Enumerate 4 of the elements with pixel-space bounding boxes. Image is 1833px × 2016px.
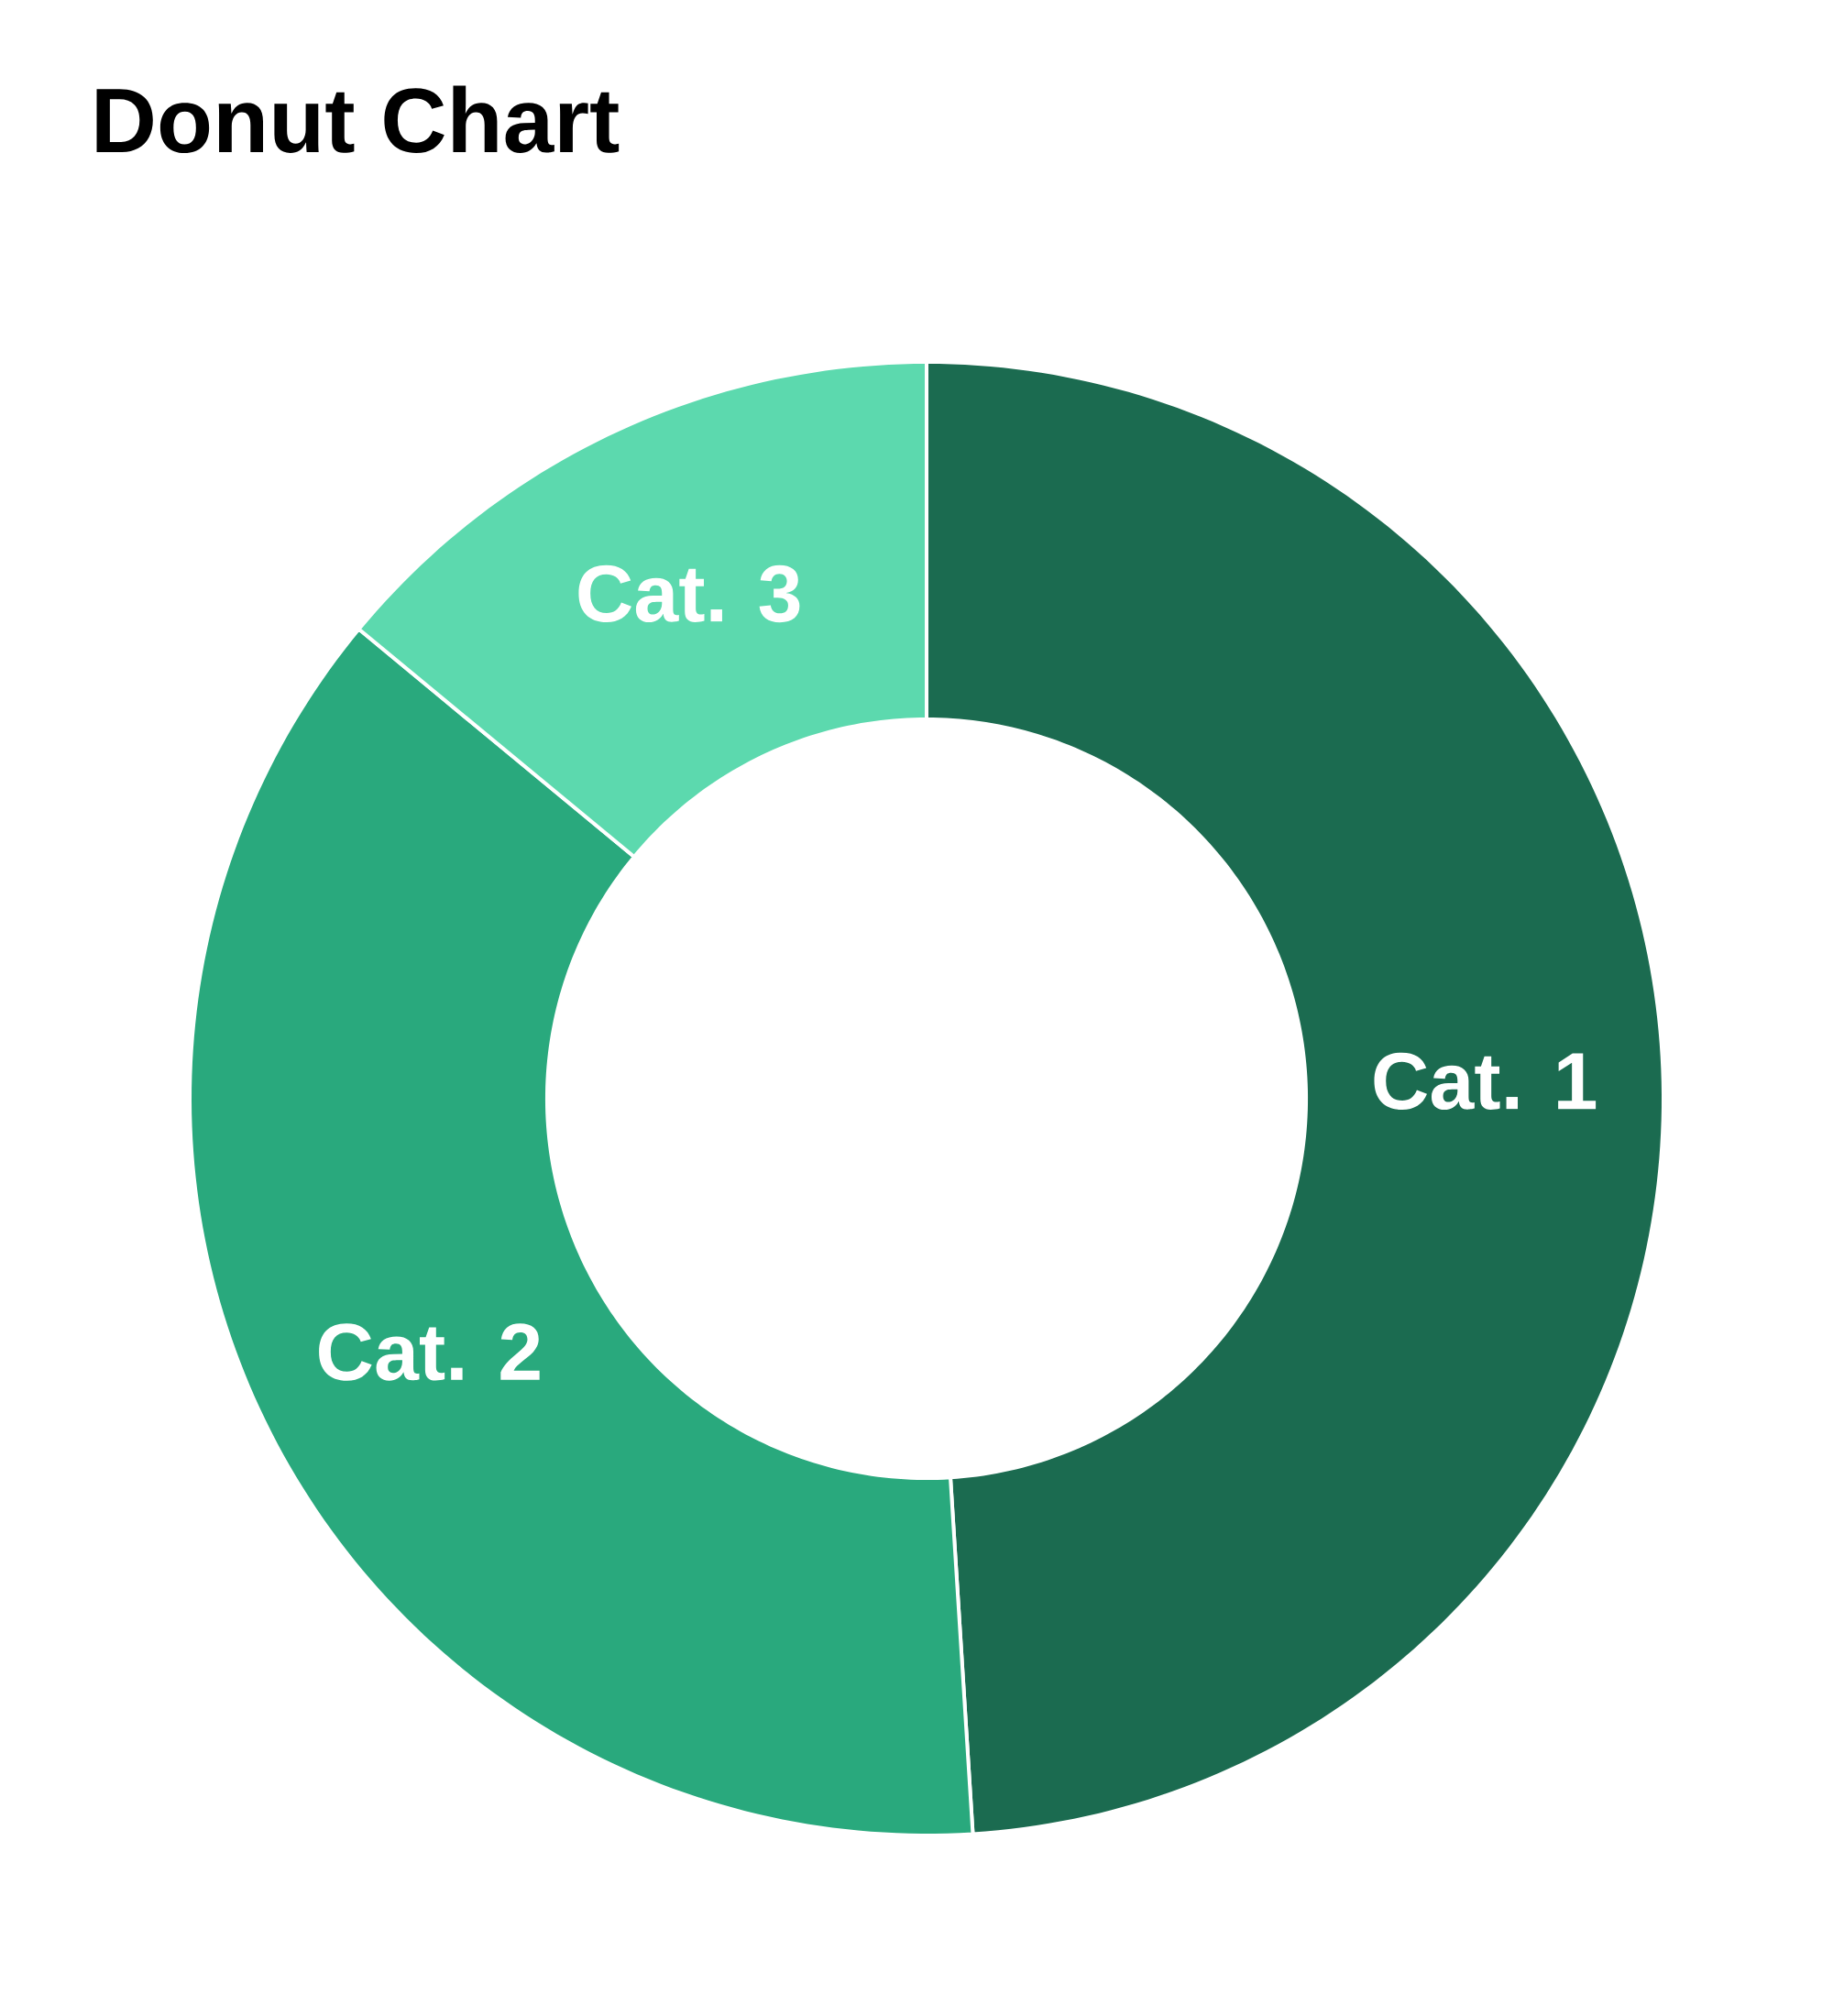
chart-title: Donut Chart: [96, 85, 620, 153]
slice-label: Cat. 2: [319, 1323, 540, 1381]
slice-label: Cat. 3: [578, 564, 800, 623]
slice-label: Cat. 1: [1374, 1052, 1597, 1111]
